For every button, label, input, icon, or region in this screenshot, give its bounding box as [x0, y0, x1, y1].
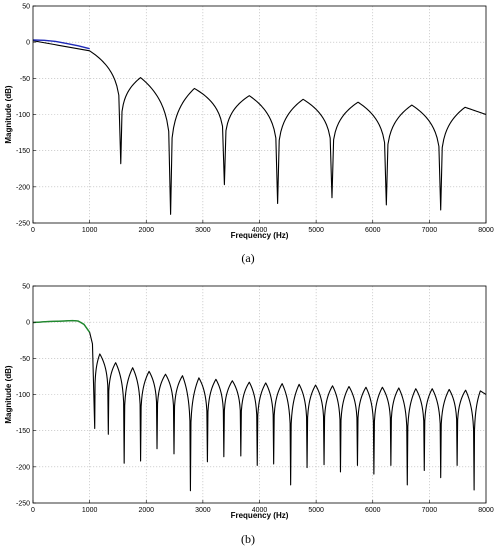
x-tick-label-a-5000: 5000: [308, 227, 324, 234]
panel-a: 0 1000 2000 3000 4000 5000 6000 7000 8000 50 0 -50 -…: [4, 4, 494, 266]
y-tick-label-b--150: -150: [16, 428, 30, 435]
ticks-b: 0 1000 2000 3000 4000 5000 6000 7000 8000 50 0 -50 -…: [16, 284, 494, 515]
x-tick-label-b-8000: 8000: [478, 507, 494, 514]
response-line-b: [32, 320, 487, 492]
x-axis-label-a: Frequency (Hz): [231, 231, 289, 240]
x-tick-label-b-1000: 1000: [82, 507, 98, 514]
y-tick-label-b--250: -250: [16, 501, 30, 508]
x-tick-label-a-4000: 4000: [252, 227, 268, 234]
panel-label-a: (a): [241, 251, 254, 265]
x-axis-label-b: Frequency (Hz): [231, 511, 289, 520]
panel-label-b: (b): [241, 532, 255, 546]
y-tick-label-a--200: -200: [16, 184, 30, 191]
y-tick-label-a-0: 0: [26, 40, 30, 47]
y-tick-label-a-50: 50: [22, 4, 30, 11]
x-tick-label-a-0: 0: [31, 227, 35, 234]
ticks-a: 0 1000 2000 3000 4000 5000 6000 7000 8000 50 0 -50 -…: [16, 4, 494, 235]
response-line-a: [32, 40, 487, 215]
y-tick-label-b--50: -50: [20, 356, 30, 363]
y-axis-label-b: Magnitude (dB): [4, 365, 13, 424]
panel-b: 0 1000 2000 3000 4000 5000 6000 7000 8000 50 0 -50 -…: [4, 284, 494, 547]
x-tick-label-a-8000: 8000: [478, 227, 494, 234]
y-tick-label-a--100: -100: [16, 112, 30, 119]
passband-line-a: [32, 39, 90, 50]
x-tick-label-b-3000: 3000: [195, 507, 211, 514]
x-tick-label-a-6000: 6000: [365, 227, 381, 234]
x-tick-label-b-7000: 7000: [422, 507, 438, 514]
x-tick-label-a-2000: 2000: [138, 227, 154, 234]
y-tick-label-b-50: 50: [22, 284, 30, 291]
grid-a: [33, 6, 486, 223]
y-tick-label-b--200: -200: [16, 464, 30, 471]
y-tick-label-a--50: -50: [20, 76, 30, 83]
x-tick-label-b-2000: 2000: [138, 507, 154, 514]
y-tick-label-a--150: -150: [16, 148, 30, 155]
x-tick-label-b-5000: 5000: [308, 507, 324, 514]
x-tick-label-b-4000: 4000: [252, 507, 268, 514]
x-tick-label-a-3000: 3000: [195, 227, 211, 234]
y-tick-label-a--250: -250: [16, 221, 30, 228]
y-tick-label-b--100: -100: [16, 392, 30, 399]
series-group-b: [32, 319, 487, 492]
x-tick-label-a-1000: 1000: [82, 227, 98, 234]
y-tick-label-b-0: 0: [26, 320, 30, 327]
series-group-a: [32, 39, 487, 215]
x-tick-label-a-7000: 7000: [422, 227, 438, 234]
passband-line-b: [32, 319, 91, 333]
y-axis-label-a: Magnitude (dB): [4, 85, 13, 144]
x-tick-label-b-0: 0: [31, 507, 35, 514]
x-tick-label-b-6000: 6000: [365, 507, 381, 514]
